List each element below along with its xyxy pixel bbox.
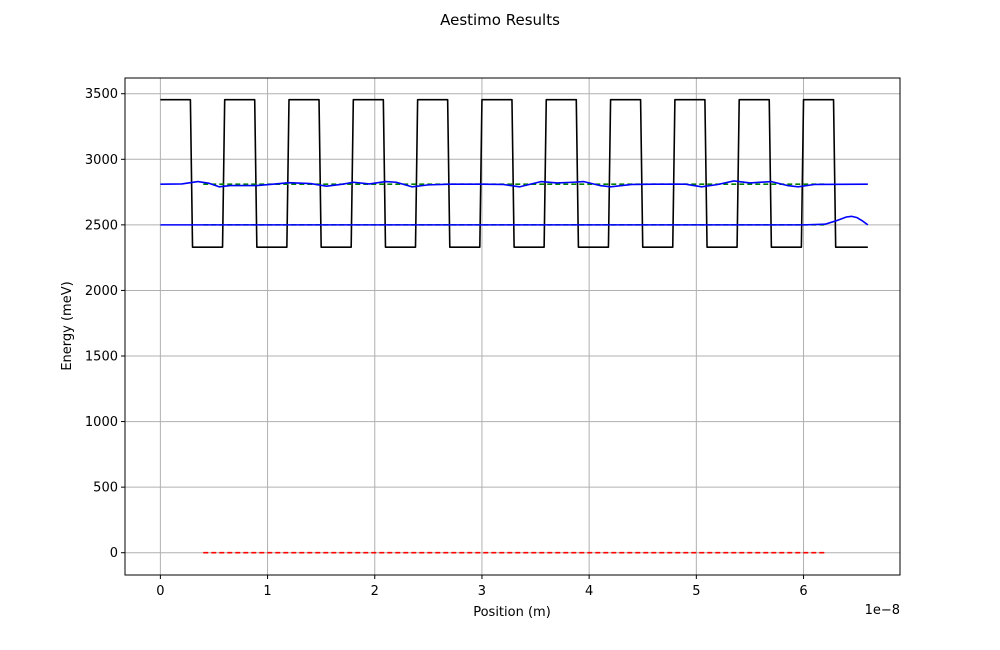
x-tick-label: 6 [799,584,807,599]
x-tick-label: 2 [371,584,379,599]
y-tick-label: 1000 [85,415,118,430]
y-tick-label: 1500 [85,350,118,365]
series-conduction-band-potential [160,98,868,248]
y-tick-label: 3500 [85,87,118,102]
series-wavefunction-2 [160,180,868,188]
y-tick-label: 2000 [85,284,118,299]
x-tick-label: 4 [585,584,593,599]
tick-layer: 0 1 2 3 4 5 6 0 500 1000 1500 2000 2500 3000 3500 [85,87,808,599]
x-tick-label: 1 [263,584,271,599]
y-tick-label: 2500 [85,218,118,233]
plot-frame [124,77,901,576]
x-tick-label: 3 [478,584,486,599]
x-tick-label: 0 [156,584,164,599]
y-tick-label: 3000 [85,153,118,168]
y-tick-label: 0 [110,546,118,561]
series-wavefunction-1 [160,215,869,226]
x-tick-label: 5 [692,584,700,599]
y-axis-label: Energy (meV) [60,281,75,370]
y-tick-label: 500 [93,481,118,496]
x-axis-offset-label: 1e−8 [865,603,900,618]
x-axis-label: Position (m) [473,605,551,620]
chart-title: Aestimo Results [440,11,560,29]
series-layer [160,98,869,554]
